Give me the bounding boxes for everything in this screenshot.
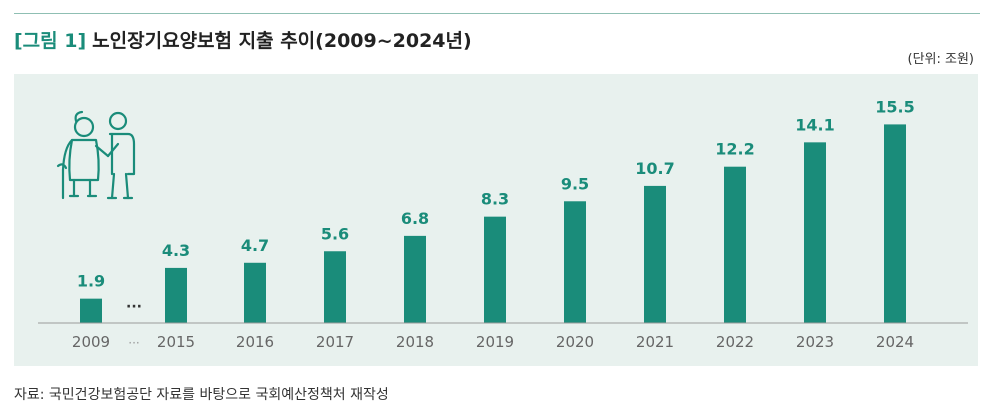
value-label-2024: 15.5 xyxy=(875,97,914,116)
bar-2018 xyxy=(404,235,426,323)
x-tick-label-2009: 2009 xyxy=(72,333,110,351)
x-tick-label-2017: 2017 xyxy=(316,333,354,351)
x-tick-label-2015: 2015 xyxy=(157,333,195,351)
bar-2021 xyxy=(644,185,666,323)
gap-marker: ··· xyxy=(126,299,142,315)
bar-2017 xyxy=(324,251,346,323)
x-tick-label-2018: 2018 xyxy=(396,333,434,351)
elderly-couple-icon xyxy=(56,110,136,200)
x-tick-label-2016: 2016 xyxy=(236,333,274,351)
x-tick-label-2024: 2024 xyxy=(876,333,914,351)
value-label-2015: 4.3 xyxy=(162,241,190,260)
bar-2009 xyxy=(80,298,102,323)
bar-chart: 1.9 ··· 4.3 4.7 5.6 6.8 8.3 9.5 10.7 12.2 14.1 15.5… xyxy=(38,97,968,351)
tick-labels-layer: 2009 ··· 2015 2016 2017 2018 2019 2020 2021 2022 2… xyxy=(72,333,914,351)
x-tick-label-2022: 2022 xyxy=(716,333,754,351)
value-label-2016: 4.7 xyxy=(241,236,269,255)
value-label-2009: 1.9 xyxy=(77,272,105,291)
value-labels-layer: 1.9 ··· 4.3 4.7 5.6 6.8 8.3 9.5 10.7 12.2 14.1 15.5 xyxy=(77,97,915,315)
value-label-2019: 8.3 xyxy=(481,190,509,209)
value-label-2022: 12.2 xyxy=(715,140,754,159)
value-label-2018: 6.8 xyxy=(401,209,429,228)
x-tick-label-2020: 2020 xyxy=(556,333,594,351)
bars-layer xyxy=(80,124,906,323)
bar-2022 xyxy=(724,166,746,323)
bar-2023 xyxy=(804,142,826,323)
chart-panel: 1.9 ··· 4.3 4.7 5.6 6.8 8.3 9.5 10.7 12.2 14.1 15.5… xyxy=(14,74,978,366)
value-label-2020: 9.5 xyxy=(561,174,589,193)
unit-label: (단위: 조원) xyxy=(907,52,975,67)
top-rule xyxy=(14,13,980,14)
bar-2016 xyxy=(244,262,266,323)
x-tick-label-2019: 2019 xyxy=(476,333,514,351)
value-label-2021: 10.7 xyxy=(635,159,674,178)
source-note: 자료: 국민건강보험공단 자료를 바탕으로 국회예산정책처 재작성 xyxy=(14,387,389,403)
x-tick-label-2021: 2021 xyxy=(636,333,674,351)
value-label-2023: 14.1 xyxy=(795,115,834,134)
x-tick-label-ellipsis: ··· xyxy=(128,336,139,350)
figure-title-row: [그림 1] 노인장기요양보험 지출 추이(2009~2024년) xyxy=(14,26,472,53)
value-label-2017: 5.6 xyxy=(321,224,349,243)
x-tick-label-2023: 2023 xyxy=(796,333,834,351)
figure-label: [그림 1] xyxy=(14,30,87,52)
bar-2015 xyxy=(165,267,187,323)
bar-2020 xyxy=(564,201,586,323)
figure-title: 노인장기요양보험 지출 추이(2009~2024년) xyxy=(92,30,472,52)
bar-2019 xyxy=(484,216,506,323)
bar-2024 xyxy=(884,124,906,323)
